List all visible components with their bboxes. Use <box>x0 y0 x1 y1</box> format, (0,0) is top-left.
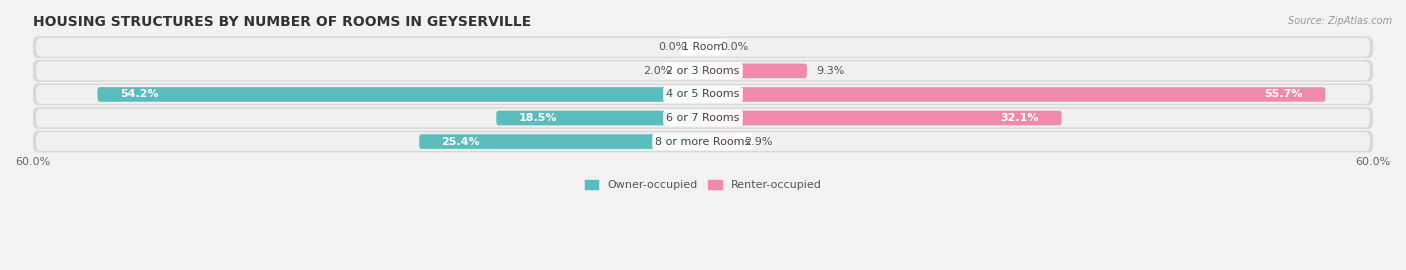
Text: 55.7%: 55.7% <box>1264 89 1303 99</box>
Text: 2.9%: 2.9% <box>744 137 773 147</box>
FancyBboxPatch shape <box>703 87 1326 102</box>
FancyBboxPatch shape <box>703 111 1062 125</box>
Text: 0.0%: 0.0% <box>658 42 686 52</box>
FancyBboxPatch shape <box>37 132 1369 151</box>
Text: 54.2%: 54.2% <box>120 89 159 99</box>
FancyBboxPatch shape <box>419 134 703 149</box>
FancyBboxPatch shape <box>37 85 1369 104</box>
Text: 1 Room: 1 Room <box>682 42 724 52</box>
FancyBboxPatch shape <box>32 131 1374 153</box>
Text: 2.0%: 2.0% <box>644 66 672 76</box>
FancyBboxPatch shape <box>97 87 703 102</box>
FancyBboxPatch shape <box>32 36 1374 58</box>
FancyBboxPatch shape <box>496 111 703 125</box>
Legend: Owner-occupied, Renter-occupied: Owner-occupied, Renter-occupied <box>581 175 825 195</box>
Text: 8 or more Rooms: 8 or more Rooms <box>655 137 751 147</box>
Text: 9.3%: 9.3% <box>815 66 844 76</box>
FancyBboxPatch shape <box>681 63 703 78</box>
Text: 2 or 3 Rooms: 2 or 3 Rooms <box>666 66 740 76</box>
Text: 4 or 5 Rooms: 4 or 5 Rooms <box>666 89 740 99</box>
FancyBboxPatch shape <box>32 84 1374 105</box>
Text: 25.4%: 25.4% <box>441 137 481 147</box>
FancyBboxPatch shape <box>703 134 735 149</box>
Text: 32.1%: 32.1% <box>1001 113 1039 123</box>
FancyBboxPatch shape <box>32 60 1374 82</box>
Text: 18.5%: 18.5% <box>519 113 557 123</box>
Text: 6 or 7 Rooms: 6 or 7 Rooms <box>666 113 740 123</box>
FancyBboxPatch shape <box>37 109 1369 127</box>
FancyBboxPatch shape <box>703 63 807 78</box>
FancyBboxPatch shape <box>37 38 1369 57</box>
FancyBboxPatch shape <box>37 62 1369 80</box>
FancyBboxPatch shape <box>32 107 1374 129</box>
Text: HOUSING STRUCTURES BY NUMBER OF ROOMS IN GEYSERVILLE: HOUSING STRUCTURES BY NUMBER OF ROOMS IN… <box>32 15 531 29</box>
Text: Source: ZipAtlas.com: Source: ZipAtlas.com <box>1288 16 1392 26</box>
Text: 0.0%: 0.0% <box>720 42 748 52</box>
